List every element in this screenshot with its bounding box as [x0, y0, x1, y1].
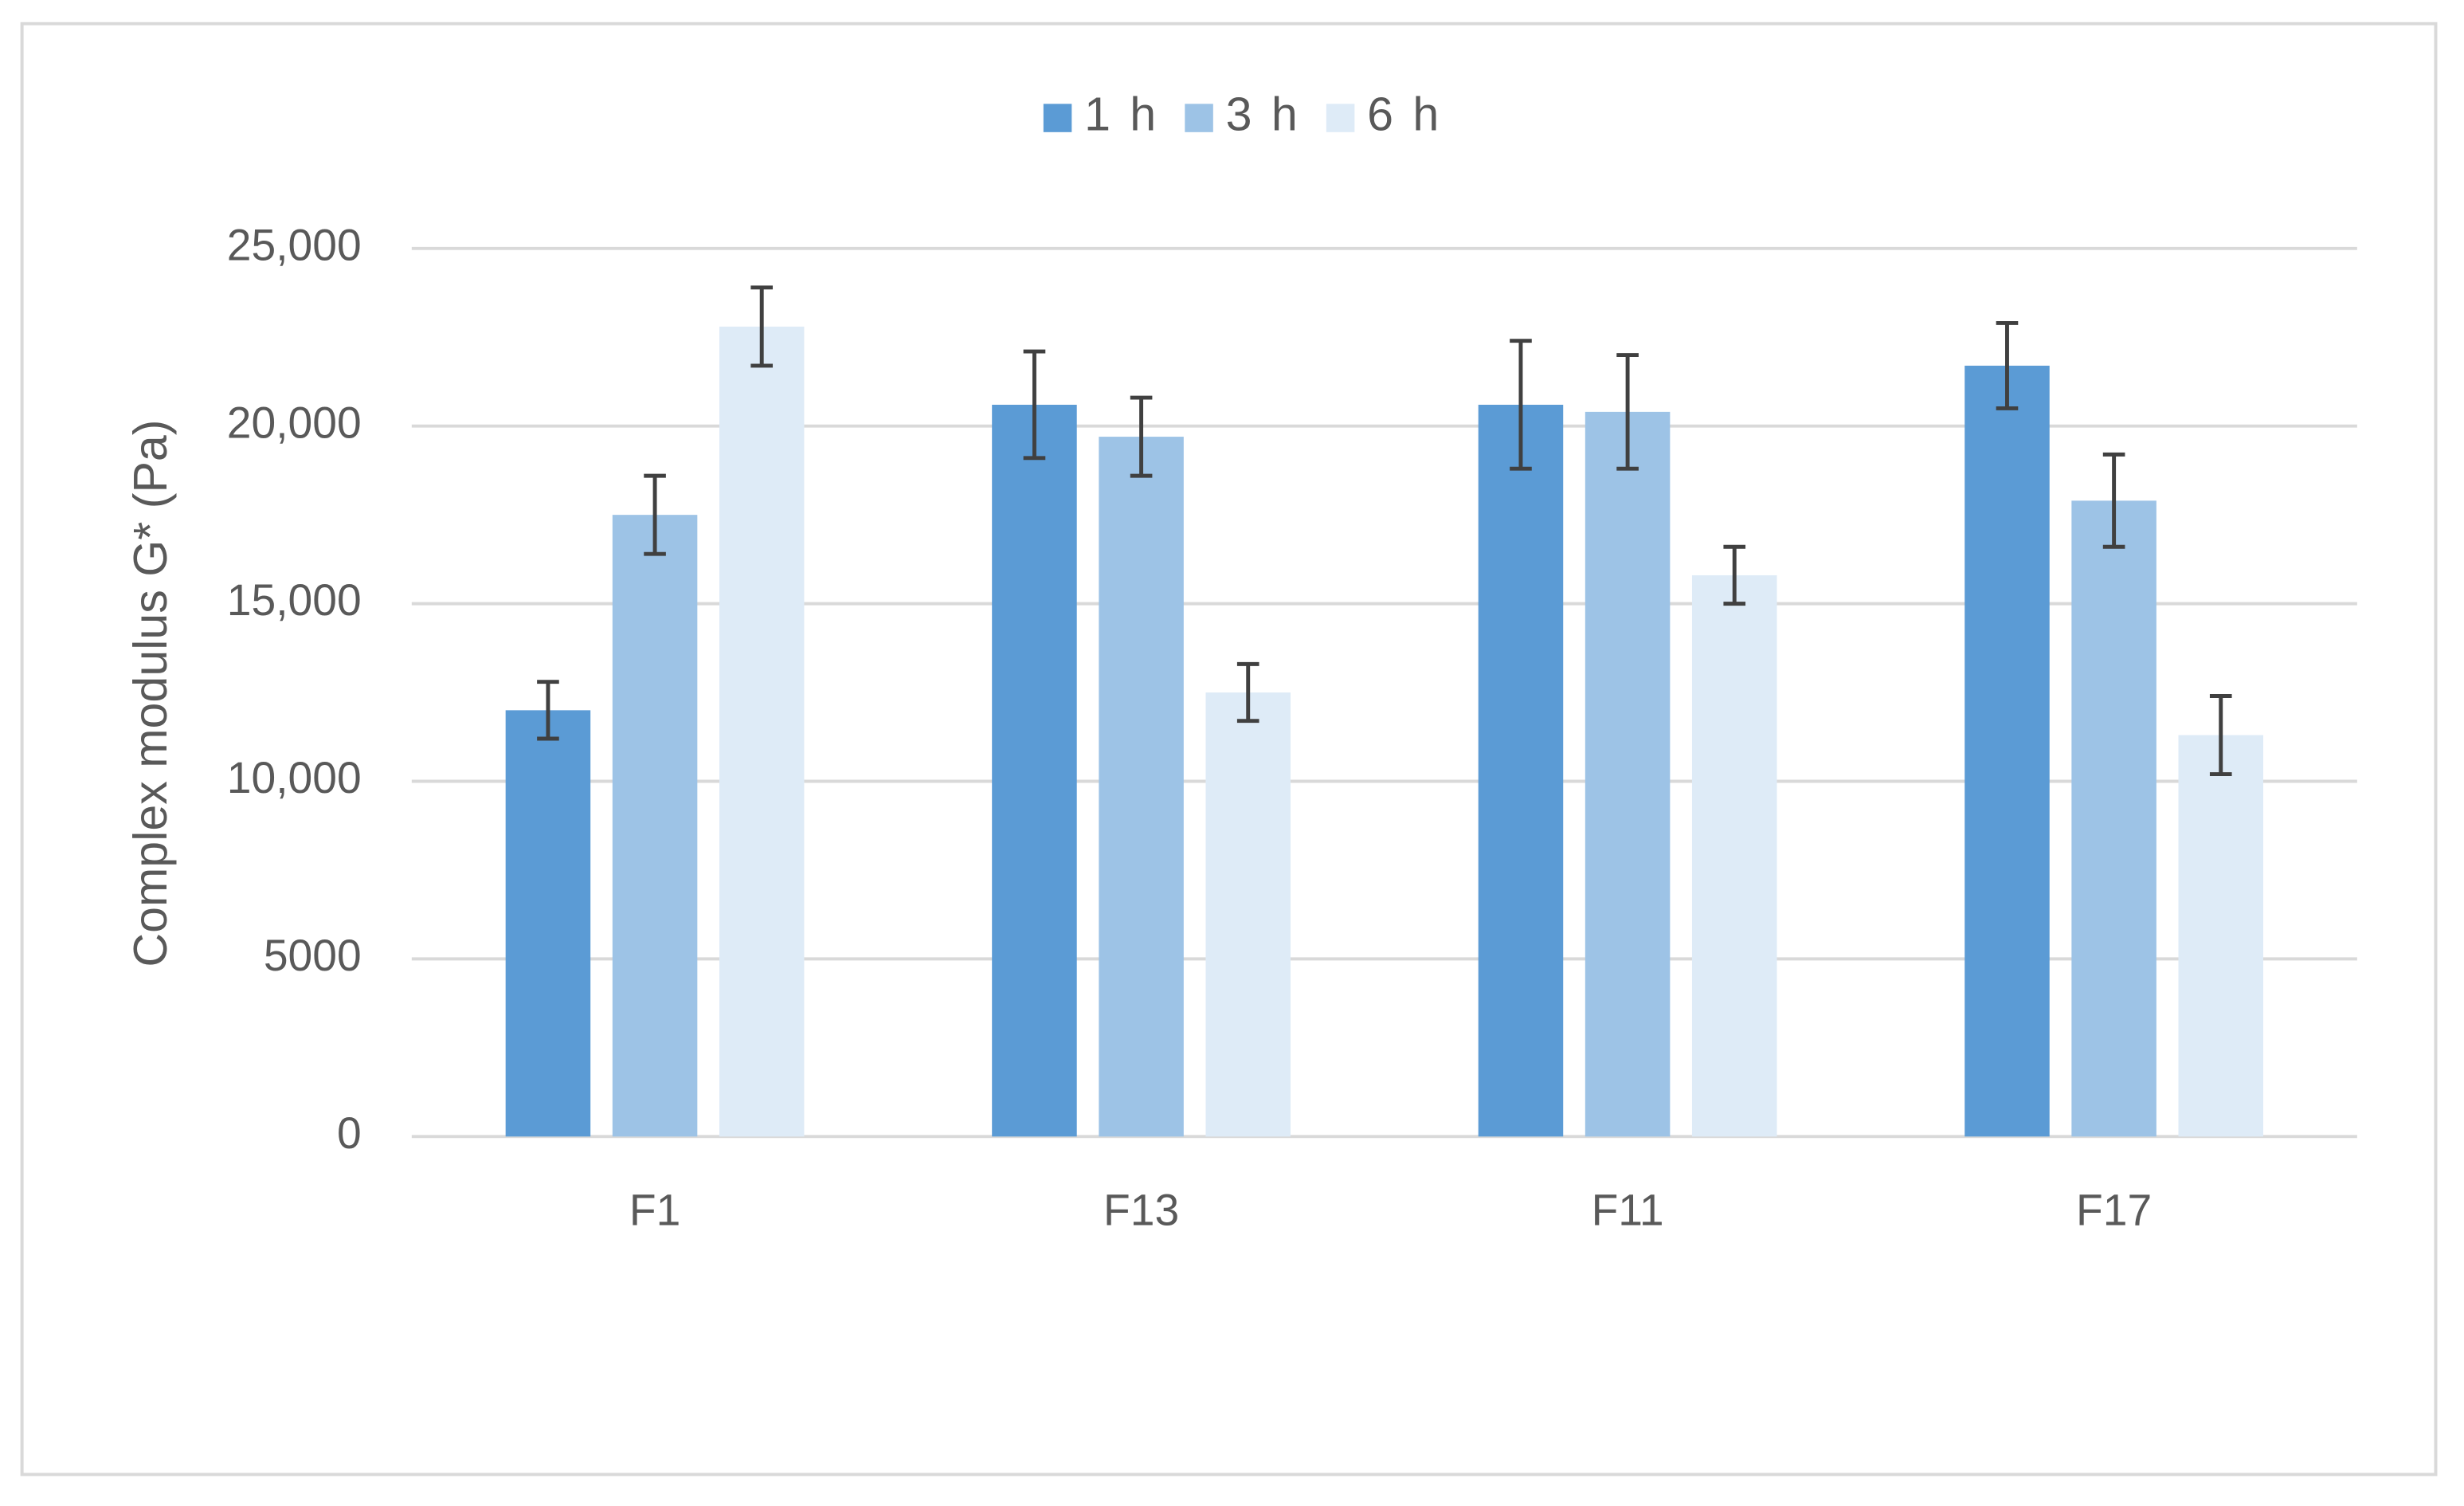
bar: [2178, 735, 2264, 1137]
error-bar: [1616, 353, 1639, 471]
error-bar: [537, 680, 559, 741]
y-tick-label: 0: [337, 1108, 362, 1158]
y-tick-label: 5000: [264, 931, 362, 980]
bar: [612, 515, 698, 1137]
error-bar: [1723, 544, 1746, 606]
bar: [2071, 500, 2156, 1137]
bar: [992, 404, 1077, 1137]
bar: [1965, 365, 2050, 1137]
x-tick-label: F13: [1103, 1186, 1179, 1235]
x-tick-label: F17: [2076, 1186, 2152, 1235]
y-tick-label: 15,000: [227, 575, 362, 625]
legend-swatch: [1043, 104, 1072, 132]
bar: [1478, 404, 1564, 1137]
bar: [505, 710, 591, 1137]
error-bar: [2209, 694, 2232, 777]
bar: [1205, 692, 1291, 1137]
error-bar: [750, 285, 774, 368]
error-bar: [1510, 339, 1532, 471]
error-bar: [1023, 349, 1046, 461]
bar: [1099, 437, 1184, 1137]
y-tick-label: 20,000: [227, 398, 362, 447]
error-bar: [1996, 320, 2019, 410]
bar: [1585, 411, 1671, 1137]
x-tick-label: F11: [1592, 1186, 1664, 1235]
error-bar: [1236, 661, 1259, 724]
x-tick-label: F1: [629, 1186, 680, 1235]
y-tick-label: 25,000: [227, 220, 362, 269]
bar: [1691, 575, 1777, 1137]
error-bar: [644, 473, 666, 556]
y-axis-label: Complex modulus G* (Pa): [123, 419, 177, 967]
legend-swatch: [1326, 104, 1355, 132]
legend-label: 1 h: [1084, 88, 1159, 141]
bar: [719, 326, 805, 1137]
legend-swatch: [1185, 104, 1213, 132]
legend-label: 6 h: [1367, 88, 1442, 141]
error-bar: [2102, 452, 2125, 549]
error-bar: [1130, 395, 1153, 478]
y-tick-label: 10,000: [227, 753, 362, 802]
legend-label: 3 h: [1226, 88, 1301, 141]
